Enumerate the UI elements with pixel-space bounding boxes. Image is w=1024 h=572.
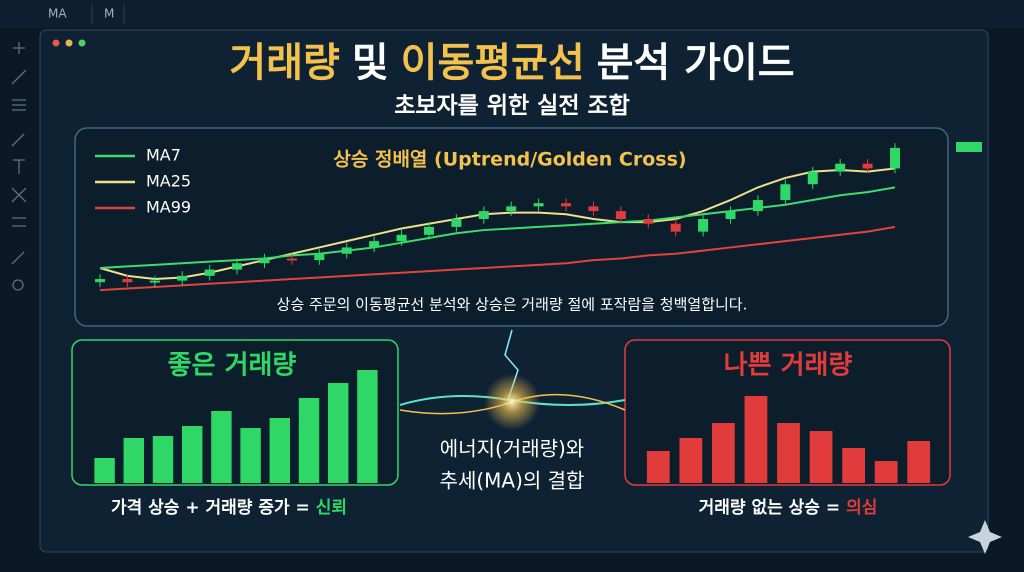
candle-body [396, 234, 407, 242]
legend-label: MA25 [146, 172, 191, 191]
cross-tool[interactable] [13, 42, 25, 54]
volume-bar [298, 398, 320, 483]
candle-body [341, 247, 352, 254]
candle-body [561, 203, 572, 207]
panel-caption: 가격 상승 + 거래량 증가 = 신뢰 [111, 498, 347, 518]
candle-body [177, 275, 188, 281]
symbol[interactable]: MA [48, 7, 67, 21]
candle-body [890, 147, 900, 169]
trend-caption: 상승 주문의 이동평균선 분석와 상승은 거래량 절에 포작람을 청백열합니다. [277, 296, 748, 314]
title-part: 및 [351, 40, 389, 86]
zoom-tool[interactable] [12, 279, 24, 291]
candle-body [369, 241, 380, 248]
brush-tool[interactable] [11, 133, 25, 147]
candle-body [451, 219, 462, 227]
measure-tool[interactable] [12, 217, 26, 227]
caption-part: 거래량 없는 상승 = [699, 498, 840, 518]
caption-part: 가격 상승 + 거래량 증가 = [111, 498, 310, 518]
volume-bar [842, 448, 866, 483]
volume-bar [269, 418, 291, 483]
candle-body [423, 226, 434, 235]
interval[interactable]: M [104, 7, 114, 21]
caption-part: 신뢰 [316, 498, 347, 518]
center-text: 에너지(거래량)와 [440, 437, 584, 461]
title-part: 이동평균선 [400, 40, 585, 86]
candle-body [95, 279, 105, 283]
trend-panel [74, 127, 949, 327]
candle-body [670, 223, 681, 232]
title: 거래량 및 이동평균선 분석 가이드 [0, 30, 1024, 88]
title-part: 거래량 [229, 40, 340, 86]
volume-bar [94, 458, 115, 483]
volume-bar [679, 438, 703, 483]
candle-body [752, 200, 763, 212]
legend-label: MA7 [146, 146, 181, 165]
volume-bar [327, 383, 349, 483]
candle-body [862, 163, 873, 169]
volume-bar [646, 451, 670, 483]
candle-body [725, 211, 736, 219]
volume-bar [357, 370, 378, 483]
candle-body [780, 184, 791, 201]
candle-body [807, 171, 818, 185]
candle-body [149, 280, 160, 283]
candle-body [259, 258, 270, 264]
toolbar [0, 0, 1024, 28]
volume-bar [152, 436, 174, 483]
caption-part: 의심 [846, 498, 877, 518]
pattern-tool[interactable] [11, 187, 27, 203]
center-text: 추세(MA)의 결합 [440, 469, 585, 493]
volume-bar [744, 396, 768, 483]
window-dot[interactable] [52, 39, 60, 47]
volume-bar [240, 428, 261, 483]
fib-tool[interactable] [12, 99, 26, 111]
window-dot[interactable] [78, 39, 86, 47]
price-tag [956, 142, 982, 152]
candle-body [506, 206, 517, 212]
trend-title: 상승 정배열 (Uptrend/Golden Cross) [333, 149, 686, 171]
title-part: 분석 가이드 [596, 40, 795, 86]
energy [399, 329, 626, 430]
subtitle: 초보자를 위한 실전 조합 [394, 93, 630, 119]
volume-bar [907, 441, 931, 483]
volume-bar [181, 426, 203, 483]
legend-label: MA99 [146, 198, 191, 217]
candle-body [533, 203, 544, 207]
panel-title: 좋은 거래량 [168, 351, 297, 381]
candle-body [478, 211, 489, 219]
candle-body [588, 206, 599, 212]
volume-bar [809, 431, 833, 483]
volume-bar [711, 423, 735, 483]
line-tool[interactable] [11, 69, 27, 85]
volume-bar [123, 438, 145, 483]
ma-line [99, 225, 896, 292]
text-tool[interactable] [13, 159, 25, 174]
energy-core [484, 374, 540, 430]
candle-body [314, 253, 325, 261]
candle-body [286, 258, 297, 261]
sparkle [968, 520, 1002, 554]
candle-body [615, 211, 626, 219]
window-dot[interactable] [65, 39, 73, 47]
candle-body [698, 219, 709, 232]
candle-body [122, 279, 133, 283]
panel-title: 나쁜 거래량 [724, 351, 853, 381]
ruler-tool[interactable] [11, 251, 25, 265]
volume-bar [874, 461, 898, 483]
bad-panel [624, 339, 951, 486]
candle-body [232, 263, 243, 270]
candle-body [204, 269, 215, 276]
candle-body [643, 219, 654, 224]
volume-bar [777, 423, 800, 483]
tool-column [11, 42, 27, 291]
volume-bar [211, 411, 232, 483]
candle-body [835, 163, 846, 172]
panel-caption: 거래량 없는 상승 = 의심 [699, 498, 878, 518]
